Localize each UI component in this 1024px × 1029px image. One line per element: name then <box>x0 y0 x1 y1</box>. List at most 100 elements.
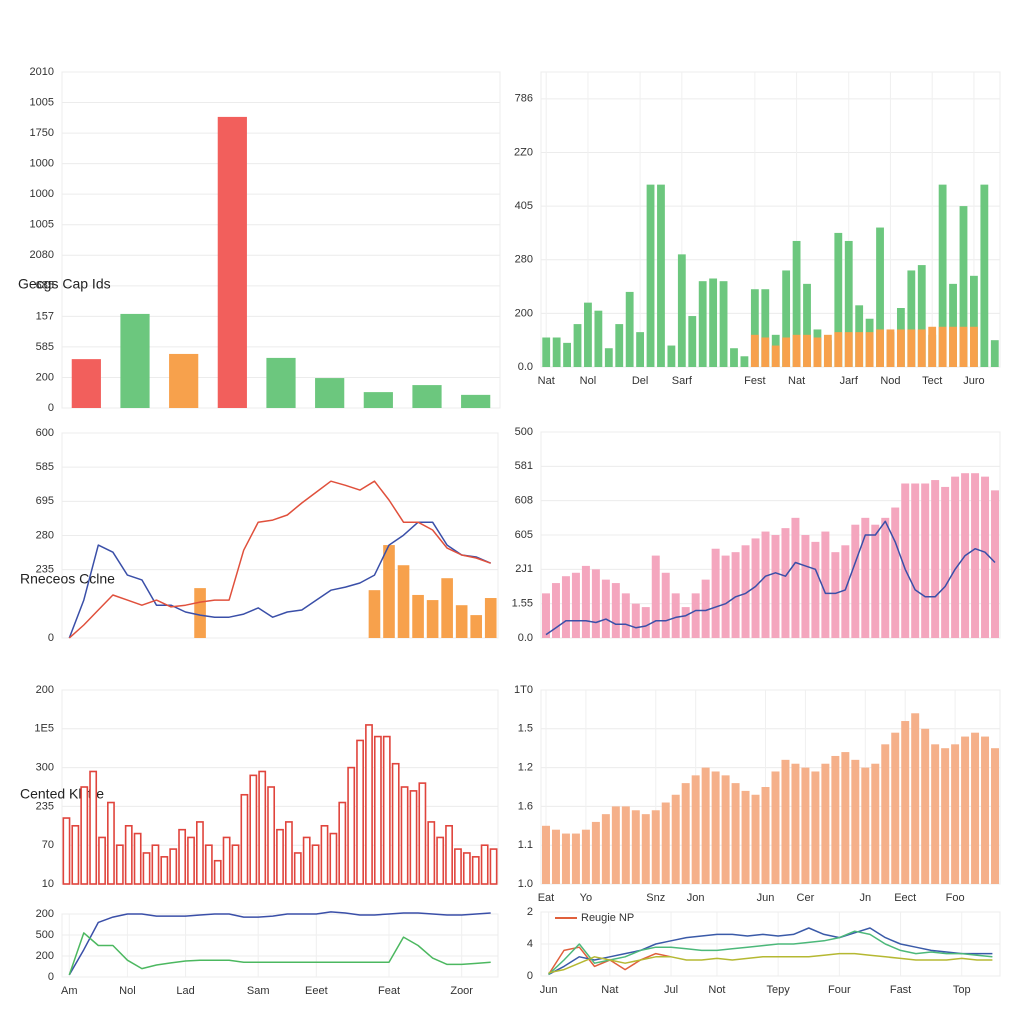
bar <box>792 334 801 367</box>
bar <box>591 569 600 638</box>
y-tick-label: 200 <box>36 950 54 962</box>
line <box>548 927 993 976</box>
bar <box>782 337 791 367</box>
y-tick-label: 0 <box>48 971 54 983</box>
line <box>68 932 491 976</box>
x-tick-label: Sarf <box>672 375 693 387</box>
bar <box>701 579 710 638</box>
x-tick-label: Am <box>61 985 78 997</box>
bar <box>961 736 970 884</box>
bar <box>791 517 800 638</box>
bar <box>911 713 920 884</box>
x-tick-label: Snz <box>646 892 665 904</box>
x-tick-label: Del <box>632 375 649 387</box>
y-tick-label: 2Z0 <box>514 146 533 158</box>
bar <box>841 752 850 884</box>
bar <box>844 332 853 367</box>
x-tick-label: Nat <box>788 375 805 387</box>
bar <box>621 806 630 884</box>
line <box>68 480 491 639</box>
y-tick-label: 280 <box>515 254 533 266</box>
x-tick-label: Jarf <box>840 375 859 387</box>
y-tick-label: 1.6 <box>518 800 533 812</box>
y-tick-label: 581 <box>515 460 533 472</box>
bar <box>611 583 620 638</box>
bar <box>771 535 780 638</box>
bar <box>691 593 700 638</box>
bar <box>661 572 670 638</box>
bar <box>124 824 133 885</box>
x-tick-label: Juro <box>963 375 984 387</box>
y-tick-label: 605 <box>515 529 533 541</box>
bar <box>636 332 645 367</box>
x-tick-label: Jn <box>859 892 871 904</box>
bar <box>213 859 222 885</box>
x-tick-label: Four <box>828 984 851 996</box>
bar <box>709 278 718 367</box>
bar <box>651 555 660 638</box>
bar <box>803 283 811 367</box>
bar <box>489 848 498 885</box>
bar <box>187 836 195 885</box>
bar <box>601 579 610 638</box>
x-tick-label: Lad <box>176 985 194 997</box>
bar <box>844 240 853 367</box>
bar <box>302 836 311 885</box>
x-tick-label: Eect <box>894 892 916 904</box>
bar <box>631 810 640 884</box>
bar <box>194 588 206 638</box>
bar <box>911 483 920 638</box>
bar <box>871 763 880 884</box>
bar <box>561 833 570 884</box>
x-tick-label: Nat <box>538 375 555 387</box>
x-tick-label: Top <box>953 984 971 996</box>
bar <box>691 775 700 884</box>
bar <box>204 844 213 885</box>
bar <box>941 748 950 884</box>
bar <box>938 184 947 367</box>
x-tick-label: Jun <box>757 892 775 904</box>
y-tick-label: 4 <box>527 938 533 950</box>
bar <box>951 476 960 638</box>
bar <box>876 329 884 367</box>
bar <box>970 326 978 367</box>
bar <box>907 329 916 367</box>
y-tick-label: 1750 <box>30 127 54 139</box>
x-tick-label: Zoor <box>450 985 473 997</box>
x-tick-label: Nat <box>601 984 618 996</box>
bar <box>801 535 810 638</box>
bar <box>741 545 750 638</box>
bar <box>741 790 750 884</box>
bar <box>801 767 810 884</box>
bar <box>594 310 603 367</box>
bar <box>865 332 874 367</box>
bar <box>661 802 670 884</box>
y-tick-label: 695 <box>36 495 54 507</box>
bar <box>293 852 302 885</box>
bar <box>657 184 665 367</box>
y-tick-label: 405 <box>515 200 533 212</box>
bar <box>949 283 957 367</box>
y-tick-label: 2080 <box>30 249 54 261</box>
bar <box>951 744 960 884</box>
bar <box>761 531 770 638</box>
bar <box>461 394 491 408</box>
bar <box>480 844 489 885</box>
bar <box>471 856 480 885</box>
bar <box>751 538 760 638</box>
y-tick-label: 2J1 <box>515 563 533 575</box>
bar <box>584 302 592 367</box>
bar <box>454 848 462 885</box>
bar <box>368 590 381 638</box>
y-tick-label: 70 <box>42 839 54 851</box>
bar <box>142 852 151 885</box>
bar <box>921 728 930 884</box>
bar <box>938 326 947 367</box>
y-tick-label: 585 <box>36 461 54 473</box>
bar <box>80 786 89 885</box>
bar <box>356 739 364 885</box>
y-tick-label: 608 <box>515 495 533 507</box>
bar <box>541 593 550 638</box>
bar <box>581 565 590 638</box>
bar <box>740 356 749 367</box>
